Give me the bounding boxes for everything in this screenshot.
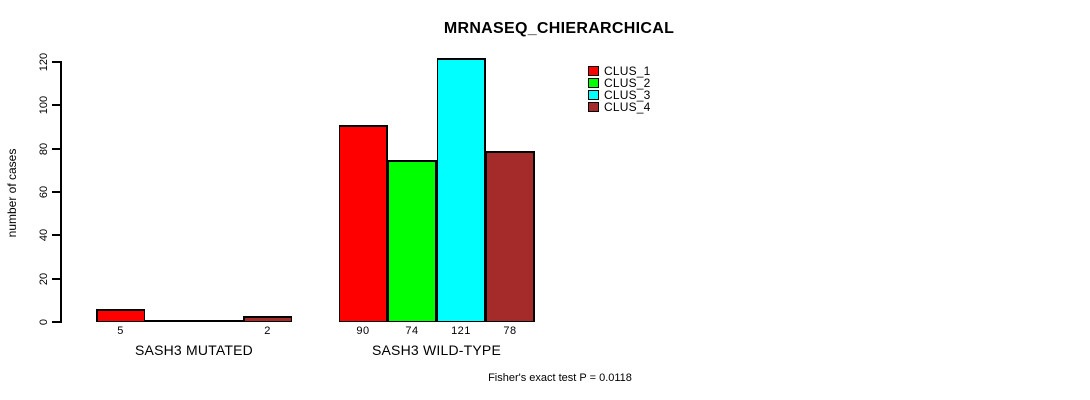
bar-clus-1-sash3-wild-type: [338, 125, 388, 322]
y-tick: [52, 321, 60, 323]
bar-clus-1-sash3-mutated: [96, 309, 145, 322]
legend-label: CLUS_3: [604, 88, 651, 102]
legend-swatch: [588, 102, 599, 112]
bar-clus-4-sash3-mutated: [243, 316, 292, 322]
y-tick-label: 60: [38, 185, 50, 199]
legend-item-clus-3: CLUS_3: [588, 88, 651, 102]
y-axis-title: number of cases: [5, 148, 19, 238]
bar-value-label: 121: [451, 325, 471, 337]
chart-title: MRNASEQ_CHIERARCHICAL: [443, 20, 675, 37]
legend-swatch: [588, 90, 599, 100]
bar-clus-4-sash3-wild-type: [485, 151, 535, 322]
y-tick-label: 0: [38, 318, 50, 326]
bar-value-label: 90: [356, 325, 370, 337]
bar-fill: [389, 161, 435, 321]
bar-fill: [340, 126, 386, 321]
legend-item-clus-1: CLUS_1: [588, 64, 651, 78]
y-tick-label: 40: [38, 229, 50, 242]
legend-item-clus-4: CLUS_4: [588, 100, 651, 114]
y-tick: [52, 191, 60, 193]
y-tick: [52, 147, 60, 150]
bar-clus-3-sash3-mutated: [194, 320, 243, 322]
legend-item-clus-2: CLUS_2: [588, 76, 651, 90]
legend-swatch: [588, 78, 599, 88]
bar-value-label: 5: [117, 325, 124, 337]
legend-label: CLUS_1: [604, 64, 651, 78]
bar-fill: [438, 59, 484, 321]
y-tick-label: 120: [38, 52, 50, 72]
y-tick-label: 20: [38, 272, 50, 285]
group-label-sash3-mutated: SASH3 MUTATED: [135, 342, 253, 358]
y-axis-line: [60, 61, 62, 323]
legend: CLUS_1 CLUS_2 CLUS_3 CLUS_4: [588, 64, 651, 114]
fisher-test-annotation: Fisher's exact test P = 0.0118: [488, 372, 632, 384]
bar-clus-2-sash3-wild-type: [387, 160, 437, 322]
bar-value-label: 78: [503, 325, 517, 337]
y-tick-label: 80: [38, 142, 50, 155]
bar-clus-3-sash3-wild-type: [436, 58, 486, 322]
bar-fill: [97, 310, 144, 321]
bar-value-label: 74: [405, 325, 419, 337]
y-tick: [52, 104, 60, 107]
y-tick-label: 100: [38, 96, 50, 115]
bar-fill: [487, 152, 533, 321]
legend-label: CLUS_4: [604, 100, 651, 114]
y-tick: [52, 234, 60, 237]
bar-value-label: 2: [264, 325, 271, 337]
bar-fill: [244, 317, 291, 321]
y-tick: [52, 277, 60, 280]
group-label-sash3-wild-type: SASH3 WILD-TYPE: [371, 342, 502, 358]
legend-swatch: [588, 66, 599, 76]
y-tick: [52, 61, 60, 63]
bar-clus-2-sash3-mutated: [145, 320, 194, 322]
legend-label: CLUS_2: [604, 76, 651, 90]
